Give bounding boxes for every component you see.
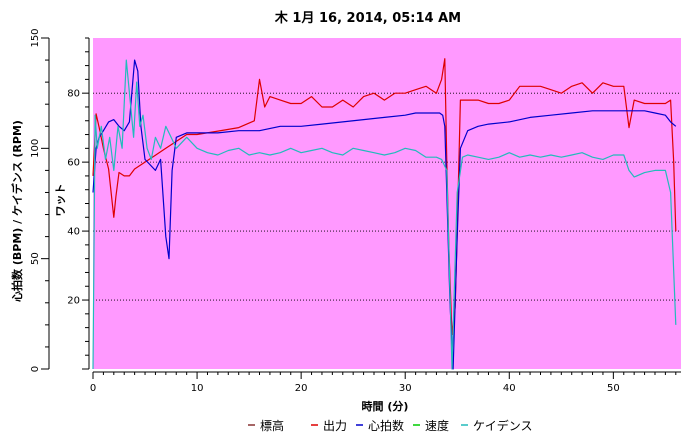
legend-label: 速度 xyxy=(425,418,449,433)
legend-item-elevation: 標高 xyxy=(248,418,284,433)
x-axis-label: 時間 (分) xyxy=(362,399,409,413)
x-tick-label: 50 xyxy=(607,383,620,394)
legend-item-speed: 速度 xyxy=(413,418,449,433)
legend-item-power: 出力 xyxy=(311,419,347,433)
legend: 標高 出力 心拍数 速度 ケイデンス xyxy=(248,418,533,433)
x-tick-label: 10 xyxy=(191,383,204,394)
legend-item-cadence: ケイデンス xyxy=(461,418,533,433)
series-group xyxy=(92,58,677,370)
legend-label: 標高 xyxy=(260,418,284,433)
y-axis-label-left: 心拍数 (BPM) / ケイデンス (RPM) xyxy=(10,120,24,302)
x-axis: 0 10 20 30 40 50 xyxy=(90,371,681,394)
chart-title: 木 1月 16, 2014, 05:14 AM xyxy=(274,10,461,26)
legend-label: 出力 xyxy=(323,419,347,433)
x-tick-label: 20 xyxy=(295,383,308,394)
gridlines xyxy=(93,92,681,301)
x-tick-label: 40 xyxy=(503,383,516,394)
legend-item-heart-rate: 心拍数 xyxy=(356,418,404,433)
left-tick-label: 50 xyxy=(30,252,41,265)
series-line-cadence xyxy=(92,59,677,370)
legend-label: ケイデンス xyxy=(473,418,533,433)
series-line-heart-rate xyxy=(92,59,677,370)
right-tick-label: 80 xyxy=(67,89,80,100)
x-tick-label: 30 xyxy=(399,383,412,394)
plot-area xyxy=(93,38,681,369)
y-axis-label-right: ワット xyxy=(54,184,67,217)
left-axis: 0 50 100 150 xyxy=(30,28,50,372)
legend-label: 心拍数 xyxy=(368,418,404,433)
left-tick-label: 0 xyxy=(30,366,41,372)
left-tick-label: 100 xyxy=(30,139,41,158)
right-tick-label: 60 xyxy=(67,158,80,169)
right-tick-label: 20 xyxy=(67,296,80,307)
right-tick-label: 40 xyxy=(67,227,80,238)
left-tick-label: 150 xyxy=(30,28,41,47)
x-tick-label: 0 xyxy=(90,383,96,394)
right-axis: 20 40 60 80 xyxy=(67,37,90,370)
